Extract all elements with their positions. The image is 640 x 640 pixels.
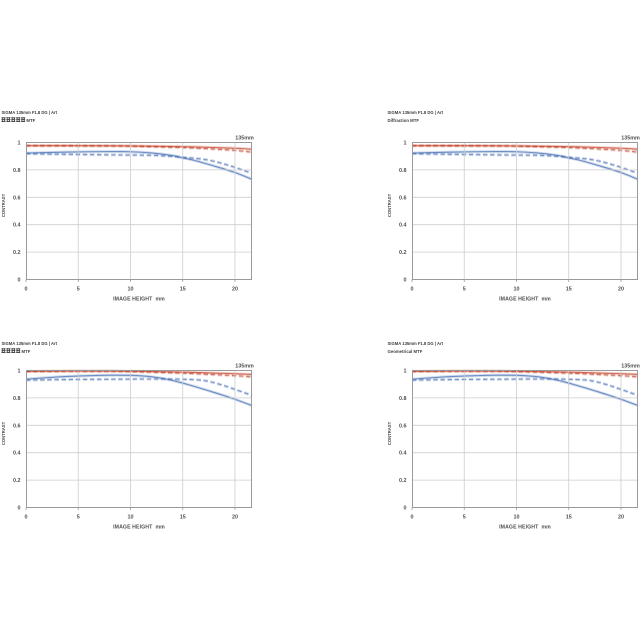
svg-text:20: 20 bbox=[618, 287, 624, 293]
svg-text:SIGMA 135mm F1.8 DG | Art: SIGMA 135mm F1.8 DG | Art bbox=[388, 341, 444, 346]
svg-text:5: 5 bbox=[463, 287, 466, 293]
svg-text:0: 0 bbox=[404, 506, 407, 512]
svg-text:IMAGE HEIGHT mm: IMAGE HEIGHT mm bbox=[113, 297, 165, 303]
svg-text:1: 1 bbox=[404, 141, 407, 147]
svg-text:15: 15 bbox=[180, 515, 186, 521]
svg-text:15: 15 bbox=[566, 287, 572, 293]
svg-text:0.2: 0.2 bbox=[399, 250, 407, 256]
svg-text:0: 0 bbox=[25, 287, 28, 293]
svg-text:SIGMA 135mm F1.8 DG | Art: SIGMA 135mm F1.8 DG | Art bbox=[2, 341, 58, 346]
svg-text:0.4: 0.4 bbox=[13, 223, 21, 229]
svg-text:0.2: 0.2 bbox=[13, 250, 21, 256]
svg-text:5: 5 bbox=[77, 515, 80, 521]
svg-text:10: 10 bbox=[127, 515, 133, 521]
svg-text:0.2: 0.2 bbox=[13, 478, 21, 484]
svg-text:MTF: MTF bbox=[26, 118, 35, 123]
svg-text:Diffraction MTF: Diffraction MTF bbox=[388, 118, 420, 123]
svg-text:135mm: 135mm bbox=[235, 136, 254, 142]
svg-text:15: 15 bbox=[566, 515, 572, 521]
svg-text:CONTRAST: CONTRAST bbox=[1, 193, 6, 217]
svg-text:0.8: 0.8 bbox=[13, 168, 21, 174]
svg-text:135mm: 135mm bbox=[235, 364, 254, 370]
svg-text:0: 0 bbox=[411, 515, 414, 521]
svg-text:0.2: 0.2 bbox=[399, 478, 407, 484]
svg-text:0.6: 0.6 bbox=[399, 195, 407, 201]
svg-text:1: 1 bbox=[404, 369, 407, 375]
svg-text:0.4: 0.4 bbox=[399, 223, 407, 229]
svg-text:5: 5 bbox=[77, 287, 80, 293]
svg-text:0: 0 bbox=[404, 278, 407, 284]
svg-text:CONTRAST: CONTRAST bbox=[387, 193, 392, 217]
svg-text:IMAGE HEIGHT mm: IMAGE HEIGHT mm bbox=[499, 525, 551, 531]
svg-text:0.6: 0.6 bbox=[13, 195, 21, 201]
svg-text:10: 10 bbox=[127, 287, 133, 293]
svg-text:15: 15 bbox=[180, 287, 186, 293]
svg-text:IMAGE HEIGHT mm: IMAGE HEIGHT mm bbox=[113, 525, 165, 531]
svg-text:20: 20 bbox=[618, 515, 624, 521]
svg-text:10: 10 bbox=[513, 515, 519, 521]
svg-text:0.8: 0.8 bbox=[13, 396, 21, 402]
svg-text:MTF: MTF bbox=[22, 349, 31, 354]
svg-text:1: 1 bbox=[18, 369, 21, 375]
svg-text:0: 0 bbox=[18, 506, 21, 512]
svg-text:0.8: 0.8 bbox=[399, 168, 407, 174]
svg-text:135mm: 135mm bbox=[621, 136, 640, 142]
svg-text:0.6: 0.6 bbox=[13, 423, 21, 429]
svg-text:0.8: 0.8 bbox=[399, 396, 407, 402]
svg-text:1: 1 bbox=[18, 141, 21, 147]
svg-text:5: 5 bbox=[463, 515, 466, 521]
svg-text:SIGMA 135mm F1.8 DG | Art: SIGMA 135mm F1.8 DG | Art bbox=[2, 110, 58, 115]
svg-text:20: 20 bbox=[232, 287, 238, 293]
svg-text:0: 0 bbox=[25, 515, 28, 521]
svg-text:CONTRAST: CONTRAST bbox=[1, 421, 6, 445]
svg-text:10: 10 bbox=[513, 287, 519, 293]
svg-text:Geometrical MTF: Geometrical MTF bbox=[388, 349, 423, 354]
svg-text:0.6: 0.6 bbox=[399, 423, 407, 429]
svg-text:135mm: 135mm bbox=[621, 364, 640, 370]
svg-text:SIGMA 135mm F1.8 DG | Art: SIGMA 135mm F1.8 DG | Art bbox=[388, 110, 444, 115]
svg-text:CONTRAST: CONTRAST bbox=[387, 421, 392, 445]
svg-text:0.4: 0.4 bbox=[399, 451, 407, 457]
svg-text:0.4: 0.4 bbox=[13, 451, 21, 457]
svg-text:20: 20 bbox=[232, 515, 238, 521]
svg-text:0: 0 bbox=[411, 287, 414, 293]
svg-text:IMAGE HEIGHT mm: IMAGE HEIGHT mm bbox=[499, 297, 551, 303]
svg-text:0: 0 bbox=[18, 278, 21, 284]
